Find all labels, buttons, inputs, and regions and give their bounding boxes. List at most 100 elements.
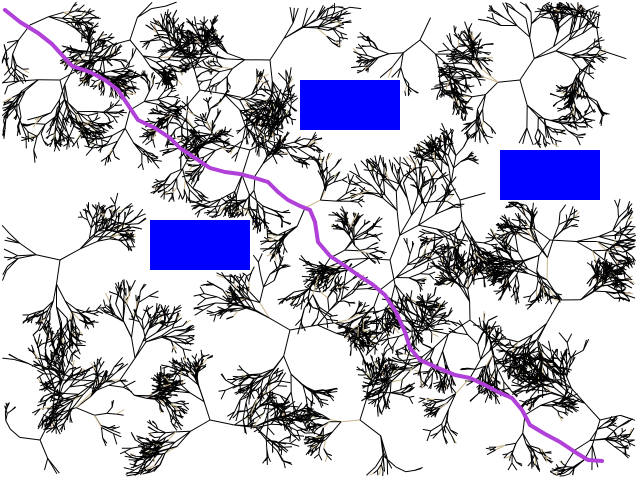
tree-edge [593, 38, 596, 48]
tree-edge [482, 130, 488, 137]
tree-edge [583, 117, 589, 126]
tree-edge [503, 16, 518, 27]
tree-edge [28, 135, 35, 137]
tree-edge [85, 64, 88, 70]
tree-edge [105, 312, 114, 317]
tree-edge [174, 400, 181, 404]
tree-edge [573, 120, 578, 131]
tree-edge [4, 239, 20, 244]
tree-edge [163, 312, 172, 316]
tree-edge [163, 11, 167, 22]
tree-edge [335, 21, 341, 29]
tree-edge [560, 129, 565, 134]
tree-edge [43, 385, 53, 394]
tree-edge [379, 308, 387, 312]
tree-edge [183, 54, 189, 58]
tree-edge [502, 2, 509, 15]
tree-edge [486, 16, 494, 20]
tree-edge [39, 381, 46, 385]
tree-edge [199, 294, 206, 300]
tree-edge [262, 114, 269, 118]
tree-edge [342, 286, 349, 291]
tree-edge [95, 226, 98, 233]
tree-edge [215, 56, 219, 63]
tree-edge [411, 202, 423, 216]
tree-edge [239, 98, 251, 101]
tree-edge [173, 341, 186, 344]
tree-edge [337, 25, 345, 29]
tree-edge [96, 127, 102, 129]
tree-edge [556, 95, 565, 100]
tree-edge [158, 49, 165, 53]
tree-edge [196, 72, 202, 78]
tree-edge [37, 402, 45, 407]
tree-edge [66, 318, 69, 329]
tree-edge [181, 133, 186, 139]
tree-edge [169, 413, 177, 423]
tree-edge [384, 194, 398, 211]
tree-edge [232, 304, 245, 307]
tree-edge [366, 342, 371, 354]
tree-edge [249, 108, 258, 111]
tree-edge [567, 82, 574, 88]
tree-edge [91, 321, 99, 323]
tree-edge [216, 274, 226, 279]
tree-edge [129, 39, 144, 57]
tree-edge [245, 123, 254, 127]
tree-edge [236, 275, 242, 279]
tree-edge [182, 53, 194, 56]
tree-edge [141, 131, 150, 137]
tree-edge [465, 75, 482, 79]
tree-edge [154, 113, 163, 115]
tree-edge [519, 79, 528, 106]
tree-edge [235, 411, 239, 422]
tree-edge [560, 132, 566, 135]
tree-edge [555, 140, 562, 142]
tree-edge [358, 301, 363, 308]
tree-edge [582, 26, 593, 35]
tree-edge [481, 68, 499, 83]
tree-edge [223, 93, 240, 101]
tree-edge [161, 335, 171, 341]
tree-edge [585, 53, 598, 56]
tree-edge [575, 90, 581, 95]
tree-edge [353, 288, 368, 290]
tree-edge [102, 128, 106, 134]
tree-edge [349, 324, 359, 332]
tree-edge [368, 63, 374, 68]
tree-edge [1, 104, 14, 117]
tree-edge [163, 66, 169, 70]
tree-edge [48, 362, 57, 368]
tree-edge [467, 31, 470, 42]
tree-edge [220, 76, 228, 83]
tree-edge [448, 33, 453, 45]
tree-edge [14, 108, 22, 124]
tree-edge [236, 410, 247, 413]
tree-edge [167, 13, 172, 20]
tree-edge [249, 112, 253, 119]
tree-edge [377, 49, 389, 55]
tree-edge [178, 29, 183, 33]
tree-edge [390, 284, 396, 301]
tree-edge [261, 94, 266, 97]
tree-edge [73, 59, 79, 63]
tree-edge [148, 295, 159, 298]
tree-edge [240, 277, 246, 285]
tree-edge [116, 45, 123, 51]
tree-edge [403, 182, 408, 199]
tree-edge [175, 314, 182, 320]
tree-edge [480, 59, 487, 62]
tree-edge [455, 88, 460, 93]
tree-edge [186, 117, 194, 129]
tree-edge [71, 50, 79, 53]
tree-edge [161, 327, 173, 337]
tree-edge [587, 72, 594, 75]
tree-edge [264, 138, 269, 150]
tree-edge [63, 373, 77, 381]
tree-edge [393, 163, 398, 174]
tree-edge [365, 159, 377, 170]
tree-edge [56, 306, 68, 319]
tree-edge [388, 342, 393, 351]
tree-edge [184, 37, 190, 46]
tree-edge [434, 201, 445, 215]
